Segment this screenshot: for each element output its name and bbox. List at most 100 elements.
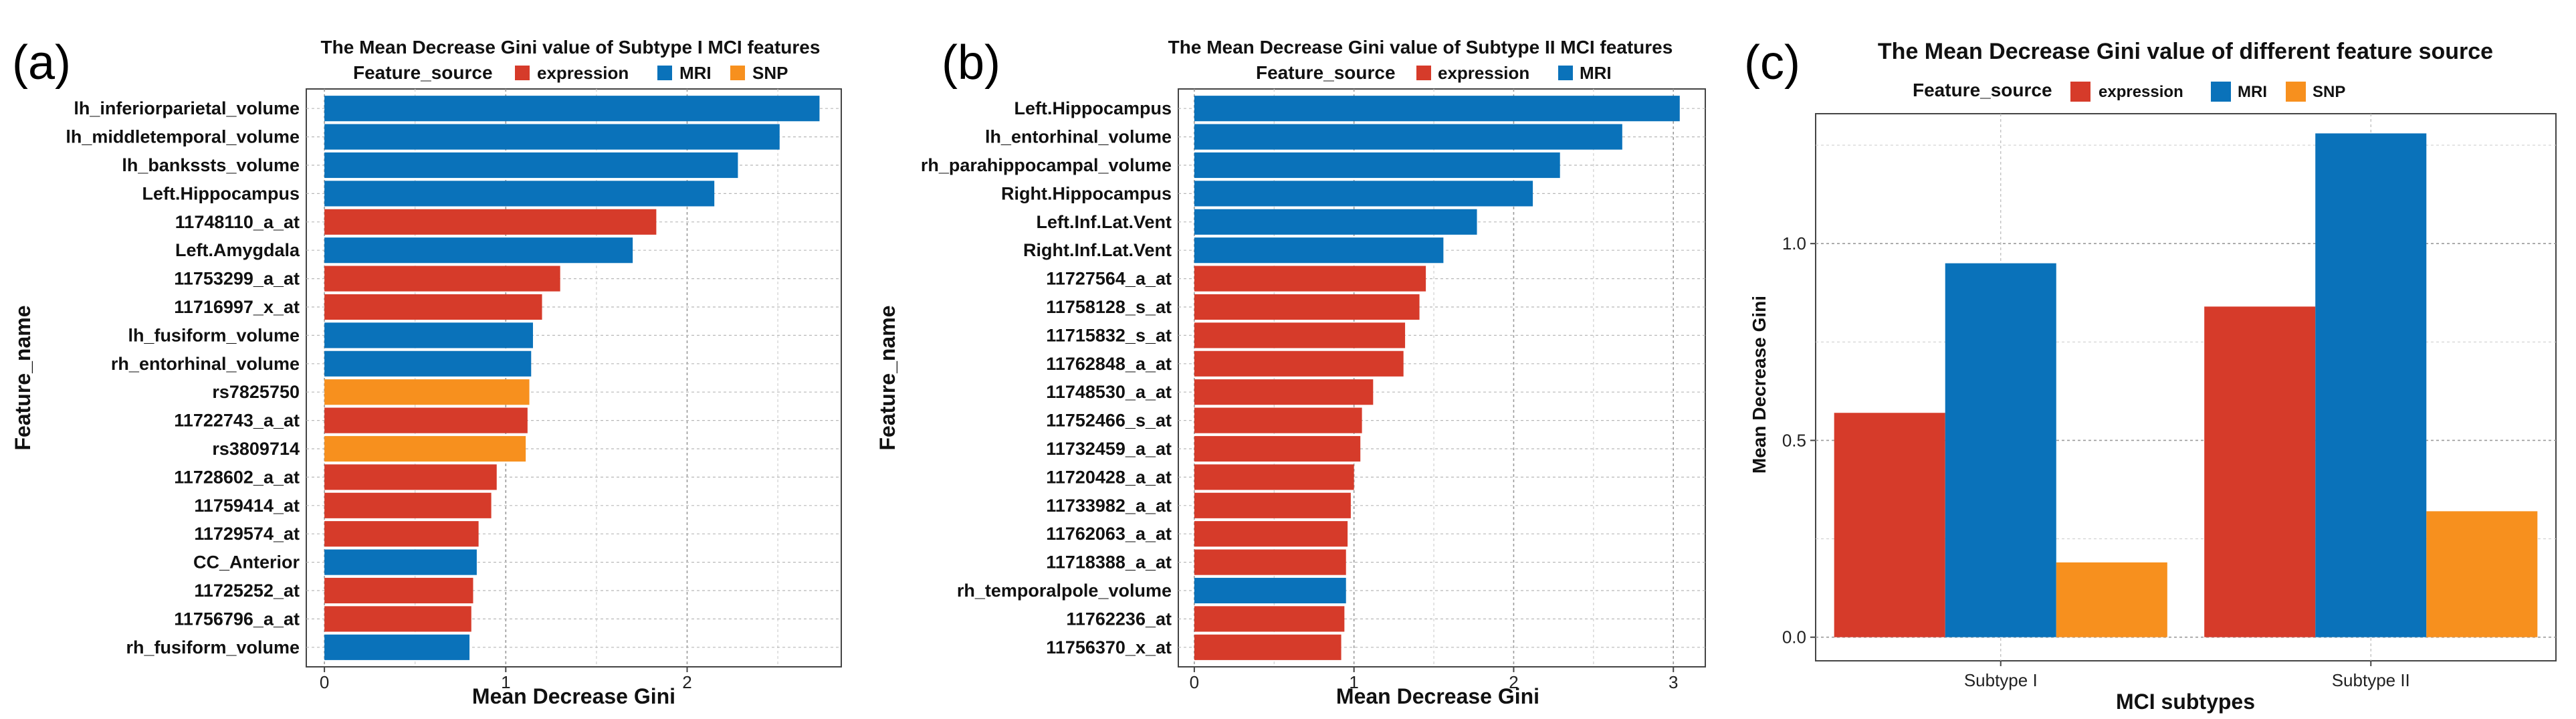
panel-a-legend-label-snp: SNP — [752, 63, 788, 83]
b-category-label-0: Left.Hippocampus — [1014, 98, 1172, 118]
panel-a-legend-label-expression: expression — [537, 63, 629, 83]
a-x-tick-label: 0 — [320, 672, 329, 692]
a-bar-5 — [324, 237, 633, 264]
a-category-label-16: CC_Anterior — [193, 552, 300, 573]
panel-a-legend: Feature_source expression MRI SNP — [353, 62, 788, 83]
b-category-label-5: Right.Inf.Lat.Vent — [1023, 240, 1172, 260]
c-bar-expression-1 — [2204, 306, 2316, 637]
a-category-label-0: lh_inferiorparietal_volume — [74, 98, 300, 118]
panel-c-y-axis-title: Mean Decrease Gini — [1749, 296, 1769, 474]
b-bar-13 — [1194, 464, 1354, 490]
panel-b-y-axis-title: Feature_name — [875, 306, 899, 451]
c-bar-mri-0 — [1945, 263, 2056, 637]
panel-c-legend-label-snp: SNP — [2313, 83, 2345, 101]
panel-a-legend-swatch-expression — [515, 66, 530, 80]
panel-c: (c) The Mean Decrease Gini value of diff… — [1744, 36, 2557, 714]
a-category-label-2: lh_bankssts_volume — [122, 155, 300, 175]
a-x-tick-label: 2 — [682, 672, 691, 692]
b-bar-5 — [1194, 237, 1444, 264]
panel-a-x-ticks: 0 1 2 — [320, 667, 692, 692]
a-bar-8 — [324, 322, 533, 348]
b-x-tick-label: 2 — [1509, 672, 1518, 692]
panel-b-category-labels: Left.Hippocampus lh_entorhinal_volume rh_p… — [921, 98, 1172, 657]
a-category-label-12: rs3809714 — [212, 439, 300, 459]
b-bar-2 — [1194, 152, 1560, 179]
a-category-label-8: lh_fusiform_volume — [128, 325, 300, 345]
b-bar-10 — [1194, 379, 1374, 405]
a-category-label-15: 11729574_at — [194, 524, 300, 544]
b-x-tick-label: 1 — [1349, 672, 1358, 692]
b-bar-9 — [1194, 350, 1404, 377]
a-bar-13 — [324, 464, 497, 490]
panel-c-tag: (c) — [1744, 36, 1800, 90]
panel-c-y-ticks: 0.0 0.5 1.0 — [1782, 233, 1816, 647]
a-bar-0 — [324, 96, 820, 122]
a-bar-14 — [324, 492, 492, 518]
panel-c-legend: Feature_source expression MRI SNP — [1913, 80, 2345, 102]
b-category-label-18: 11762236_at — [1066, 609, 1172, 629]
a-category-label-9: rh_entorhinal_volume — [111, 354, 300, 374]
c-bar-snp-1 — [2426, 511, 2538, 637]
a-bar-6 — [324, 266, 560, 292]
a-category-label-14: 11759414_at — [194, 496, 300, 516]
a-category-label-10: rs7825750 — [212, 382, 300, 402]
a-bar-16 — [324, 549, 477, 575]
b-bar-8 — [1194, 322, 1406, 348]
c-category-label-0: Subtype I — [1964, 670, 2038, 690]
b-bar-3 — [1194, 181, 1533, 207]
a-bar-4 — [324, 209, 657, 235]
a-bar-3 — [324, 181, 715, 207]
panel-a-legend-swatch-snp — [730, 66, 745, 80]
b-category-label-19: 11756370_x_at — [1046, 637, 1172, 657]
panel-a: (a) The Mean Decrease Gini value of Subt… — [11, 36, 842, 708]
panel-c-title: The Mean Decrease Gini value of differen… — [1878, 39, 2493, 64]
b-bar-18 — [1194, 606, 1345, 632]
a-category-label-17: 11725252_at — [194, 581, 300, 601]
panel-a-x-axis-title: Mean Decrease Gini — [472, 684, 675, 708]
b-bar-19 — [1194, 634, 1341, 660]
a-x-tick-label: 1 — [501, 672, 510, 692]
a-category-label-3: Left.Hippocampus — [142, 183, 300, 203]
a-bar-17 — [324, 577, 473, 604]
a-category-label-4: 11748110_a_at — [175, 212, 300, 232]
a-category-label-1: lh_middletemporal_volume — [66, 127, 300, 147]
panel-a-tag: (a) — [12, 36, 71, 90]
c-y-tick-label: 1.0 — [1782, 233, 1806, 253]
panel-b-tag: (b) — [942, 36, 1000, 90]
a-category-label-6: 11753299_a_at — [174, 269, 300, 289]
panel-a-legend-swatch-mri — [657, 66, 672, 80]
b-bar-6 — [1194, 266, 1426, 292]
a-bar-1 — [324, 124, 780, 150]
panel-c-legend-swatch-expression — [2070, 82, 2090, 102]
panel-b-legend: Feature_source expression MRI — [1256, 62, 1612, 83]
a-category-label-5: Left.Amygdala — [175, 240, 300, 260]
b-category-label-8: 11715832_s_at — [1046, 325, 1172, 345]
b-category-label-2: rh_parahippocampal_volume — [921, 155, 1172, 175]
c-bar-expression-0 — [1834, 413, 1945, 637]
panel-b-x-axis-title: Mean Decrease Gini — [1336, 684, 1539, 708]
b-category-label-13: 11720428_a_at — [1046, 467, 1172, 487]
panel-b-legend-swatch-expression — [1416, 66, 1431, 80]
panel-c-bars — [1834, 133, 2538, 637]
b-x-tick-label: 3 — [1669, 672, 1678, 692]
b-bar-12 — [1194, 435, 1361, 462]
c-y-tick-label: 0.0 — [1782, 627, 1806, 647]
a-bar-10 — [324, 379, 530, 405]
a-category-label-18: 11756796_a_at — [174, 609, 300, 629]
panel-c-legend-label-expression: expression — [2099, 83, 2183, 101]
panel-c-legend-swatch-mri — [2211, 82, 2231, 102]
panel-b-bars — [1194, 96, 1680, 660]
b-category-label-3: Right.Hippocampus — [1001, 183, 1172, 203]
a-bar-7 — [324, 294, 542, 320]
panel-b-legend-label-expression: expression — [1438, 63, 1529, 83]
a-bar-18 — [324, 606, 471, 632]
a-category-label-11: 11722743_a_at — [174, 411, 300, 431]
b-bar-16 — [1194, 549, 1346, 575]
b-category-label-9: 11762848_a_at — [1046, 354, 1172, 374]
a-bar-9 — [324, 350, 532, 377]
b-category-label-11: 11752466_s_at — [1046, 411, 1172, 431]
b-category-label-7: 11758128_s_at — [1046, 297, 1172, 317]
a-bar-15 — [324, 521, 479, 547]
a-bar-2 — [324, 152, 738, 179]
a-category-label-7: 11716997_x_at — [174, 297, 300, 317]
